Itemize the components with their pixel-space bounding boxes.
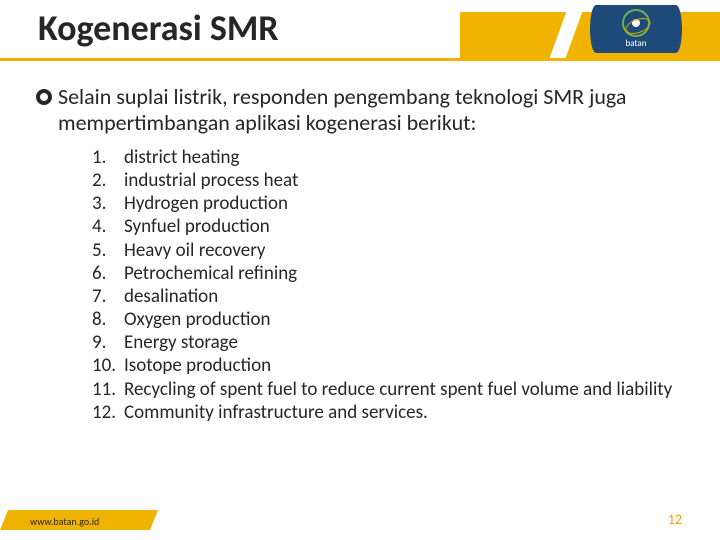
list-item: 11.Recycling of spent fuel to reduce cur… xyxy=(92,378,684,401)
list-item: 5.Heavy oil recovery xyxy=(92,239,684,262)
item-text: Hydrogen production xyxy=(124,192,684,215)
numbered-list: 1. district heating 2. industrial proces… xyxy=(92,146,684,424)
footer-url: www.batan.go.id xyxy=(30,515,99,528)
list-item: 8.Oxygen production xyxy=(92,308,684,331)
item-number: 5. xyxy=(92,239,124,262)
logo-label: batan xyxy=(626,38,647,49)
ring-bullet-icon xyxy=(36,89,52,110)
intro-text: Selain suplai listrik, responden pengemb… xyxy=(58,84,684,136)
list-item: 4.Synfuel production xyxy=(92,215,684,238)
intro-bullet: Selain suplai listrik, responden pengemb… xyxy=(36,84,684,136)
item-text: Recycling of spent fuel to reduce curren… xyxy=(124,378,684,401)
list-item: 10.Isotope production xyxy=(92,354,684,377)
item-number: 8. xyxy=(92,308,124,331)
item-text: Synfuel production xyxy=(124,215,684,238)
slide-footer: www.batan.go.id 12 xyxy=(0,512,720,540)
item-number: 6. xyxy=(92,262,124,285)
item-number: 9. xyxy=(92,331,124,354)
item-number: 12. xyxy=(92,401,124,424)
item-number: 10. xyxy=(92,354,124,377)
list-item: 3.Hydrogen production xyxy=(92,192,684,215)
page-number: 12 xyxy=(668,511,682,528)
item-text: Petrochemical refining xyxy=(124,262,684,285)
header-underline xyxy=(0,58,720,61)
item-number: 7. xyxy=(92,285,124,308)
item-text: industrial process heat xyxy=(124,169,684,192)
slide-header: Kogenerasi SMR batan xyxy=(0,0,720,70)
list-item: 6.Petrochemical refining xyxy=(92,262,684,285)
item-text: district heating xyxy=(124,146,684,169)
item-text: Heavy oil recovery xyxy=(124,239,684,262)
item-number: 11. xyxy=(92,378,124,401)
atom-icon xyxy=(622,9,650,37)
item-text: Isotope production xyxy=(124,354,684,377)
item-text: Energy storage xyxy=(124,331,684,354)
item-number: 1. xyxy=(92,146,124,169)
item-number: 3. xyxy=(92,192,124,215)
logo-badge: batan xyxy=(590,5,682,53)
list-item: 7. desalination xyxy=(92,285,684,308)
list-item: 12.Community infrastructure and services… xyxy=(92,401,684,424)
list-item: 1. district heating xyxy=(92,146,684,169)
item-number: 2. xyxy=(92,169,124,192)
item-text: Community infrastructure and services. xyxy=(124,401,684,424)
list-item: 2. industrial process heat xyxy=(92,169,684,192)
item-text: Oxygen production xyxy=(124,308,684,331)
item-text: desalination xyxy=(124,285,684,308)
item-number: 4. xyxy=(92,215,124,238)
slide-body: Selain suplai listrik, responden pengemb… xyxy=(0,70,720,424)
list-item: 9.Energy storage xyxy=(92,331,684,354)
slide-title: Kogenerasi SMR xyxy=(38,6,279,50)
